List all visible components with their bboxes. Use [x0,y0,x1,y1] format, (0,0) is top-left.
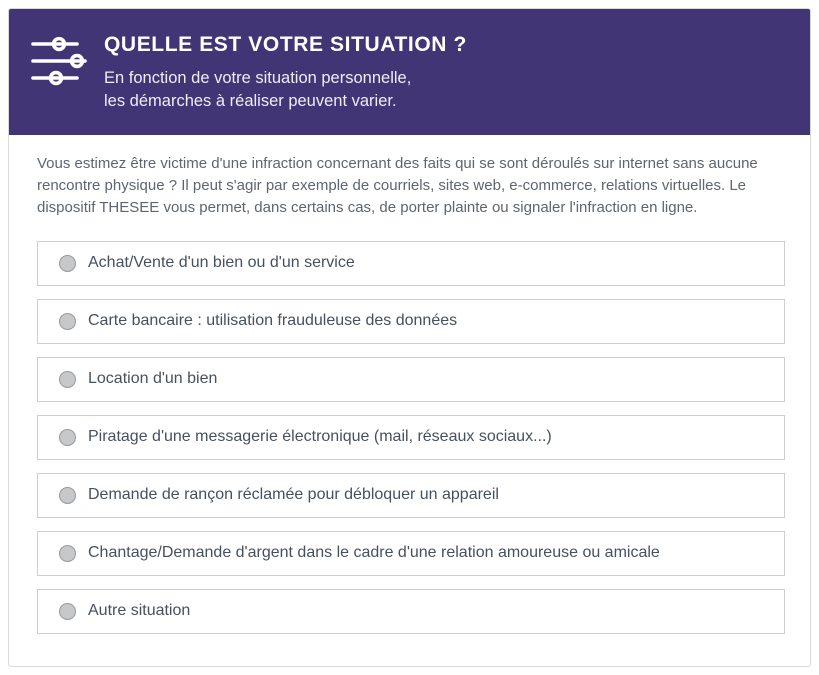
intro-text: Vous estimez être victime d'une infracti… [37,155,758,216]
option-label: Location d'un bien [88,370,218,387]
situation-option[interactable]: Carte bancaire : utilisation frauduleuse… [37,299,785,344]
sliders-icon [31,36,87,92]
header-text: QUELLE EST VOTRE SITUATION ? En fonction… [104,30,467,113]
option-label: Chantage/Demande d'argent dans le cadre … [88,544,660,561]
card-body: Vous estimez être victime d'une infracti… [9,135,810,634]
option-label: Autre situation [88,602,191,619]
radio-button-icon[interactable] [59,313,76,330]
situation-option[interactable]: Piratage d'une messagerie électronique (… [37,415,785,460]
page-title: QUELLE EST VOTRE SITUATION ? [104,33,467,56]
radio-button-icon[interactable] [59,255,76,272]
radio-button-icon[interactable] [59,545,76,562]
options-list: Achat/Vente d'un bien ou d'un service Ca… [37,241,785,634]
card-header: QUELLE EST VOTRE SITUATION ? En fonction… [9,9,810,135]
subtitle-line-2: les démarches à réaliser peuvent varier. [104,92,397,110]
option-label: Piratage d'une messagerie électronique (… [88,428,552,445]
situation-option[interactable]: Achat/Vente d'un bien ou d'un service [37,241,785,286]
radio-button-icon[interactable] [59,429,76,446]
radio-button-icon[interactable] [59,603,76,620]
situation-option[interactable]: Chantage/Demande d'argent dans le cadre … [37,531,785,576]
option-label: Achat/Vente d'un bien ou d'un service [88,254,355,271]
subtitle-line-1: En fonction de votre situation personnel… [104,69,412,87]
situation-option[interactable]: Location d'un bien [37,357,785,402]
situation-option[interactable]: Demande de rançon réclamée pour débloque… [37,473,785,518]
radio-button-icon[interactable] [59,487,76,504]
page-subtitle: En fonction de votre situation personnel… [104,67,467,113]
option-label: Carte bancaire : utilisation frauduleuse… [88,312,458,329]
radio-button-icon[interactable] [59,371,76,388]
option-label: Demande de rançon réclamée pour débloque… [88,486,499,503]
situation-card: QUELLE EST VOTRE SITUATION ? En fonction… [8,8,811,667]
situation-option[interactable]: Autre situation [37,589,785,634]
